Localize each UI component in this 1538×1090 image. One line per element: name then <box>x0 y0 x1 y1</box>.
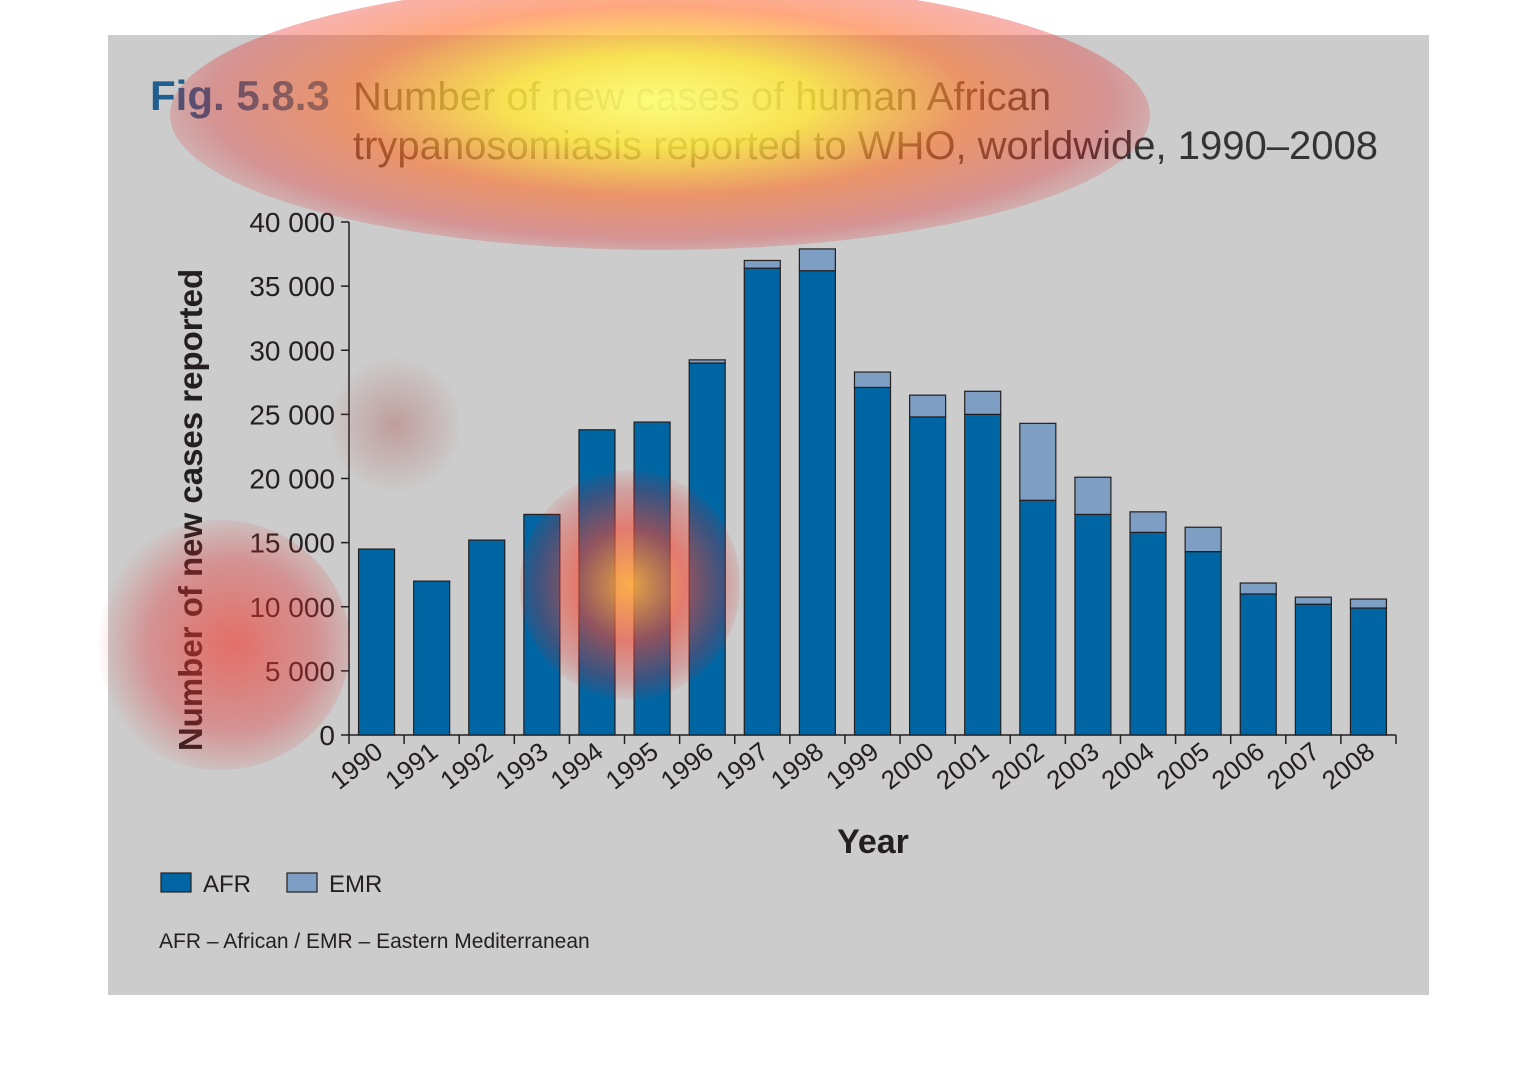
bar-emr-2004 <box>1129 511 1167 533</box>
figure-panel: Fig. 5.8.3 Number of new cases of human … <box>108 35 1429 995</box>
bar-afr-1997 <box>743 267 781 736</box>
bar-emr-1998 <box>798 248 836 272</box>
x-tick-label-2007: 2007 <box>1261 736 1325 795</box>
bar-emr-1996 <box>688 359 726 364</box>
x-tick-label-1998: 1998 <box>765 736 829 795</box>
y-tick-label: 35 000 <box>249 271 335 302</box>
bar-emr-2001 <box>964 390 1002 415</box>
x-tick-label-2000: 2000 <box>875 736 939 795</box>
x-tick-label-2002: 2002 <box>985 736 1049 795</box>
bar-afr-1995 <box>633 421 671 736</box>
x-tick-label-1994: 1994 <box>545 736 609 795</box>
bar-emr-2002 <box>1019 422 1057 501</box>
bar-afr-2003 <box>1074 513 1112 736</box>
y-tick-label: 5 000 <box>265 656 335 687</box>
bar-afr-2006 <box>1239 593 1277 736</box>
figure-title-line1: Number of new cases of human African <box>353 75 1051 119</box>
y-tick-label: 10 000 <box>249 592 335 623</box>
x-axis-label: Year <box>837 823 909 861</box>
bar-afr-2000 <box>909 416 947 736</box>
y-tick-label: 25 000 <box>249 399 335 430</box>
bar-afr-2001 <box>964 413 1002 736</box>
x-tick-label-2006: 2006 <box>1206 736 1270 795</box>
x-tick-label-2003: 2003 <box>1041 736 1105 795</box>
x-tick-label-1993: 1993 <box>490 736 554 795</box>
bar-afr-2004 <box>1129 531 1167 736</box>
legend-label-afr: AFR <box>203 871 251 898</box>
bar-afr-1991 <box>413 580 451 736</box>
x-tick-label-1996: 1996 <box>655 736 719 795</box>
x-tick-label-1997: 1997 <box>710 736 774 795</box>
bar-emr-1999 <box>853 371 892 389</box>
legend-swatch-emr <box>286 872 318 893</box>
bar-afr-1998 <box>798 270 836 736</box>
bar-afr-1992 <box>468 539 506 736</box>
bar-emr-2008 <box>1349 598 1388 609</box>
bar-afr-2008 <box>1349 607 1388 736</box>
chart-bars <box>357 248 1388 736</box>
x-tick-label-1992: 1992 <box>434 736 498 795</box>
bar-afr-2005 <box>1184 551 1222 736</box>
y-tick-label: 15 000 <box>249 528 335 559</box>
y-tick-label: 20 000 <box>249 464 335 495</box>
x-tick-label-2004: 2004 <box>1096 736 1160 795</box>
bar-afr-1990 <box>357 548 396 736</box>
y-axis-label: Number of new cases reported <box>172 269 209 751</box>
y-tick-label: 0 <box>319 720 335 751</box>
figure-title-line2: trypanosomiasis reported to WHO, worldwi… <box>353 124 1378 168</box>
bar-emr-2006 <box>1239 582 1277 595</box>
bar-emr-2003 <box>1074 476 1112 516</box>
y-tick-label: 40 000 <box>249 207 335 238</box>
bar-emr-2007 <box>1294 596 1332 605</box>
bar-emr-2005 <box>1184 526 1222 553</box>
bar-afr-2002 <box>1019 499 1057 736</box>
x-tick-label-1999: 1999 <box>820 736 884 795</box>
x-tick-label-1995: 1995 <box>600 736 664 795</box>
y-tick-label: 30 000 <box>249 335 335 366</box>
x-tick-label-1991: 1991 <box>379 736 443 795</box>
bar-afr-1993 <box>523 513 561 736</box>
legend: AFR EMR <box>160 871 382 898</box>
figure-svg: Fig. 5.8.3 Number of new cases of human … <box>150 72 1397 953</box>
legend-swatch-afr <box>160 872 192 893</box>
x-tick-label-2005: 2005 <box>1151 736 1215 795</box>
footnote: AFR – African / EMR – Eastern Mediterran… <box>159 930 590 953</box>
bar-emr-2000 <box>909 394 947 418</box>
bar-afr-1994 <box>578 429 616 736</box>
x-tick-label-2001: 2001 <box>930 736 994 795</box>
bar-afr-1996 <box>688 362 726 736</box>
x-tick-label-2008: 2008 <box>1316 736 1380 795</box>
bar-afr-1999 <box>853 386 892 736</box>
bar-afr-2007 <box>1294 603 1332 736</box>
bar-emr-1997 <box>743 259 781 269</box>
figure-label: Fig. 5.8.3 <box>150 72 330 119</box>
legend-label-emr: EMR <box>329 871 382 898</box>
